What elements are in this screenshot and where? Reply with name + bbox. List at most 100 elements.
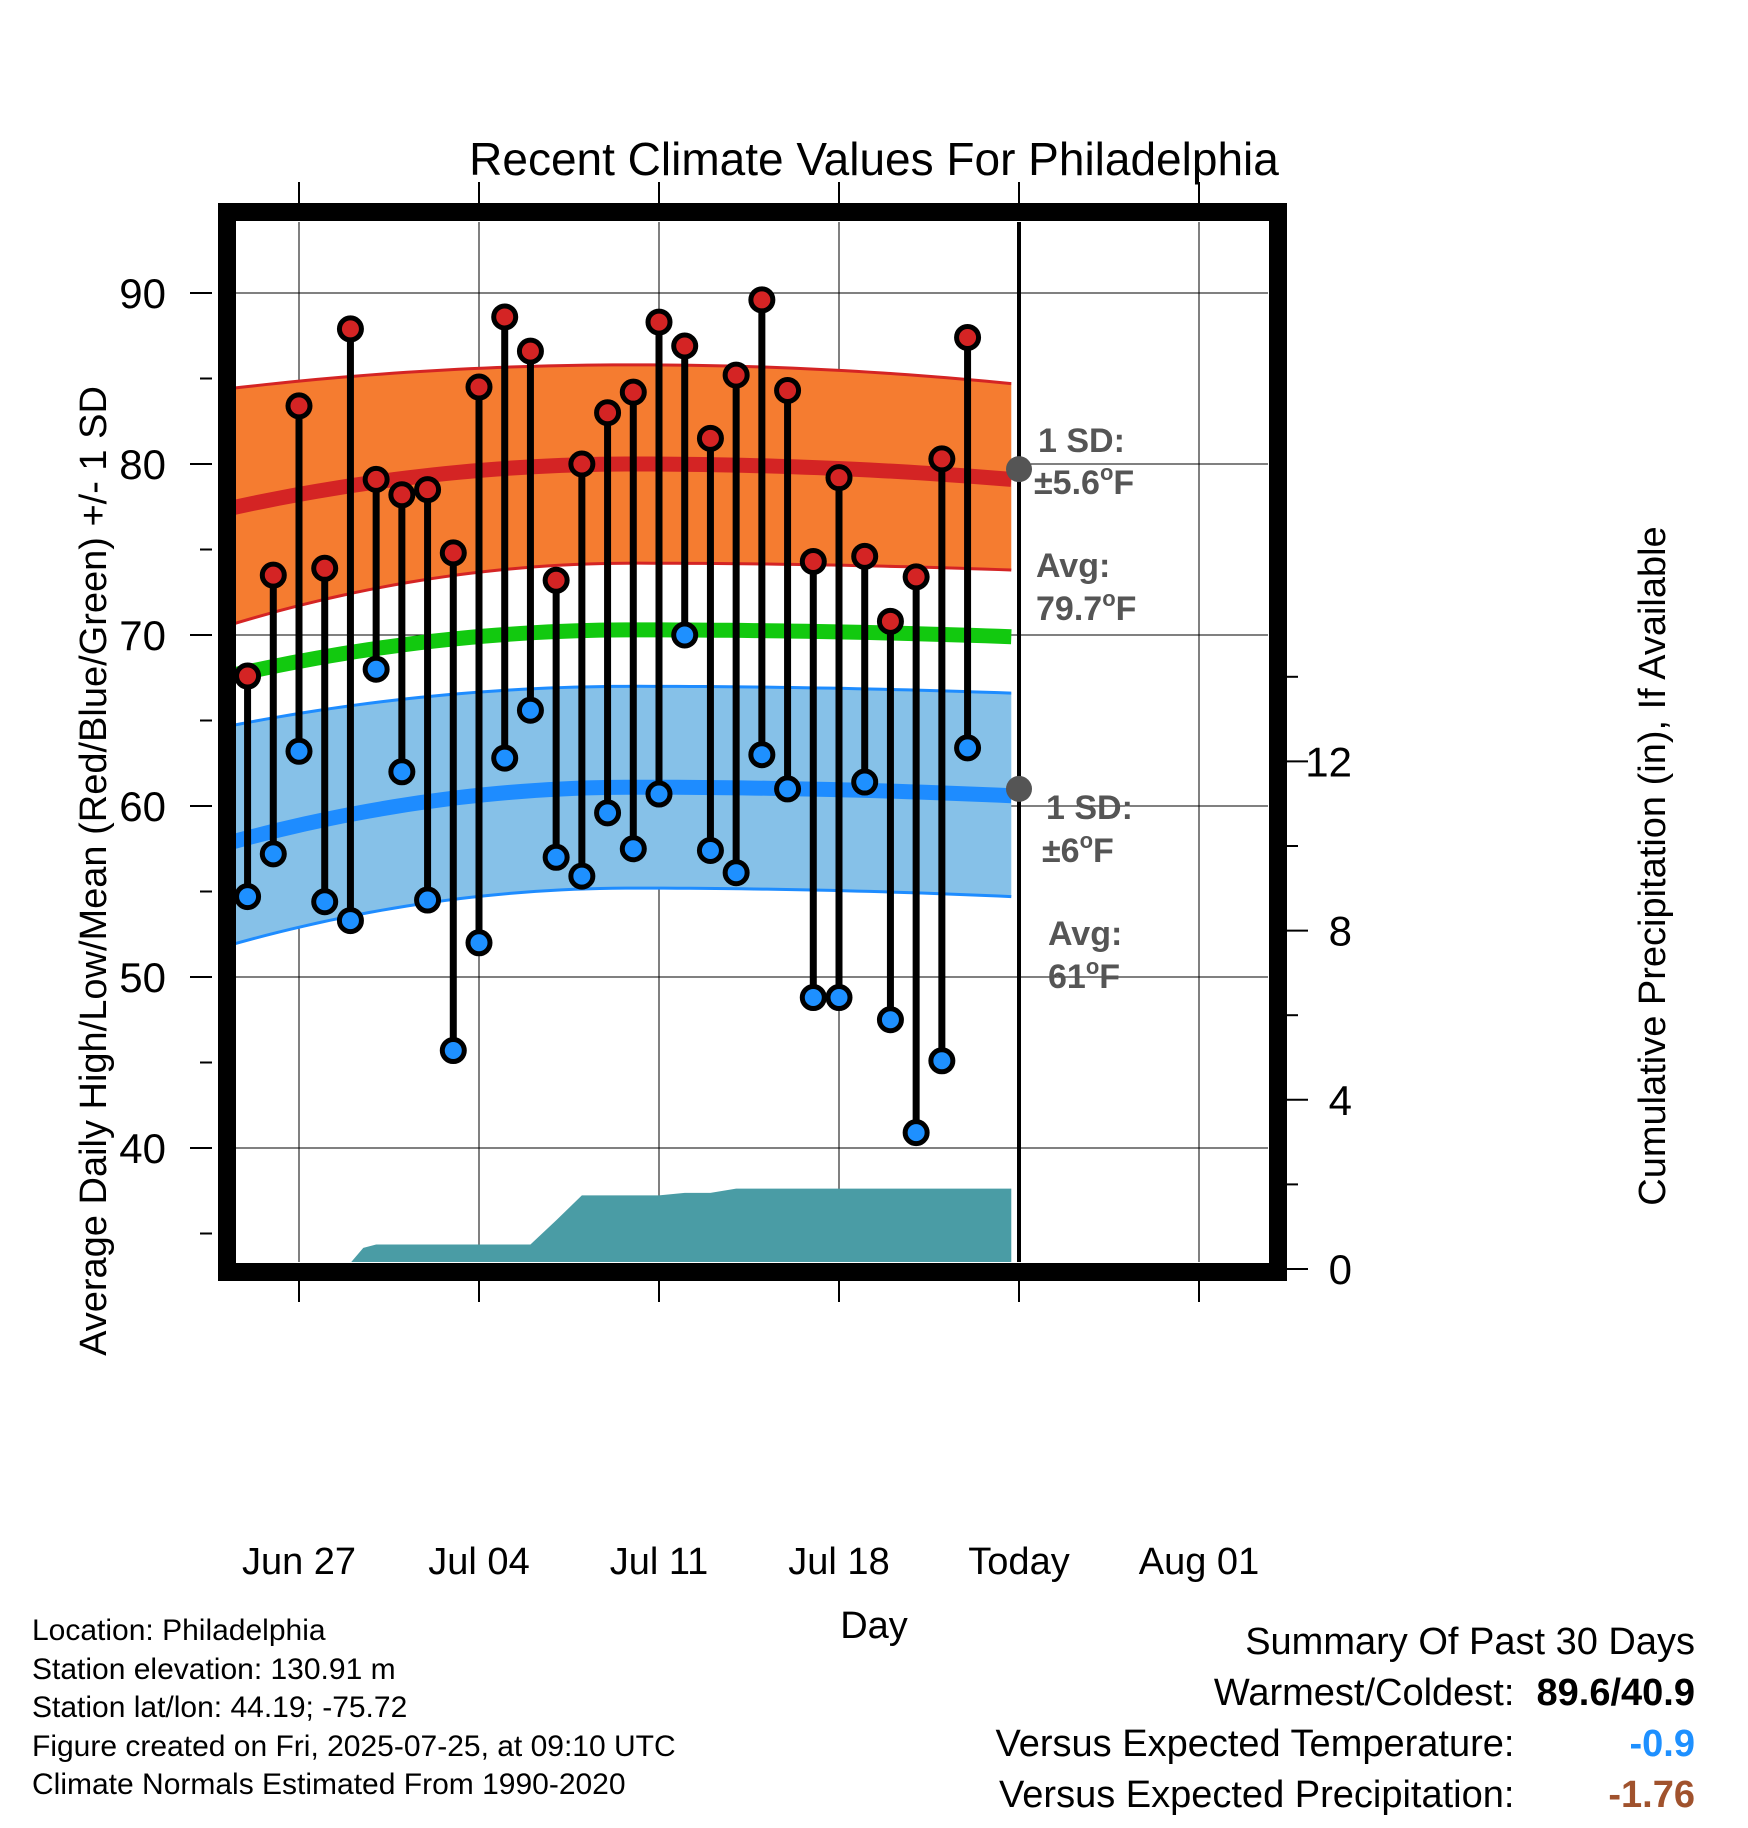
y-axis-left-label: Average Daily High/Low/Mean (Red/Blue/Gr… [73,386,115,1356]
daily-low-point [594,799,622,827]
daily-low-point [825,984,853,1012]
daily-high-point [259,561,287,589]
y-left-tick-label: 90 [119,270,166,317]
daily-high-point [568,450,596,478]
low-sd-label: 1 SD: [1046,789,1133,827]
daily-low-point [774,775,802,803]
daily-low-point [259,840,287,868]
elevation-text: Station elevation: 130.91 m [32,1652,396,1686]
daily-high-point [671,332,699,360]
summary-precip-label: Versus Expected Precipitation: [999,1774,1515,1816]
daily-low-point [928,1047,956,1075]
low-sd-value: ±6oF [1042,828,1114,870]
y-axis-right-label: Cumulative Precipitation (in), If Availa… [1632,526,1674,1205]
daily-low-point [439,1037,467,1065]
daily-high-point [799,547,827,575]
created-text: Figure created on Fri, 2025-07-25, at 09… [32,1729,676,1763]
daily-low-point [362,655,390,683]
daily-low-point [799,984,827,1012]
chart-title: Recent Climate Values For Philadelphia [469,133,1279,185]
x-tick-label: Today [968,1541,1069,1583]
daily-low-point [568,862,596,890]
normals-text: Climate Normals Estimated From 1990-2020 [32,1768,626,1801]
daily-high-point [645,308,673,336]
precip-days-label: Days [1032,1425,1118,1466]
y-right-tick-label: 4 [1329,1077,1352,1124]
daily-high-point [336,315,364,343]
y-right-tick-label: 8 [1329,908,1352,955]
daily-low-point [414,886,442,914]
plot-frame [218,203,1287,1281]
daily-low-point [491,744,519,772]
y-right-tick-label: 12 [1305,738,1352,785]
summary-warm-label: Warmest/Coldest: [1213,1672,1515,1714]
daily-high-point [491,303,519,331]
daily-low-point [902,1119,930,1147]
daily-low-point [285,737,313,765]
daily-high-point [748,286,776,314]
daily-high-point [234,662,262,690]
daily-low-point [388,758,416,786]
daily-high-point [696,424,724,452]
summary-temp-label: Versus Expected Temperature: [995,1723,1515,1765]
daily-high-point [311,554,339,582]
latlon-text: Station lat/lon: 44.19; -75.72 [32,1691,408,1724]
daily-low-point [645,780,673,808]
daily-low-point [671,621,699,649]
summary-warm-row: Warmest/Coldest: 89.6/40.9 [996,1668,1695,1719]
low-avg-label: Avg: [1048,915,1122,953]
daily-high-point [594,399,622,427]
daily-high-point [928,445,956,473]
daily-high-point [825,464,853,492]
summary-precip-value: -1.76 [1608,1774,1695,1816]
daily-low-point [954,734,982,762]
daily-low-point [311,888,339,916]
y-left-tick-label: 50 [119,954,166,1001]
daily-low-point [619,835,647,863]
today-low-avg-marker [1006,775,1032,802]
x-tick-label: Jun 27 [242,1541,356,1583]
x-tick-label: Jul 11 [610,1541,709,1583]
summary-panel: Summary Of Past 30 Days Warmest/Coldest:… [996,1617,1695,1821]
precip-area [351,1188,1012,1262]
daily-low-point [748,741,776,769]
daily-high-point [542,566,570,594]
daily-low-point [696,836,724,864]
daily-low-point [234,883,262,911]
summary-warm-value: 89.6/40.9 [1536,1672,1695,1714]
daily-high-point [388,481,416,509]
daily-high-point [439,539,467,567]
daily-high-point [902,563,930,591]
daily-low-point [876,1006,904,1034]
daily-high-point [619,378,647,406]
daily-high-point [722,361,750,389]
daily-high-point [876,607,904,635]
summary-temp-row: Versus Expected Temperature: -0.9 [996,1719,1695,1770]
y-right-tick-label: 0 [1329,1246,1352,1293]
daily-high-point [851,542,879,570]
daily-high-point [285,392,313,420]
x-tick-label: Aug 01 [1139,1541,1259,1583]
daily-high-point [954,323,982,351]
y-left-tick-label: 60 [119,783,166,830]
x-tick-label: Jul 04 [428,1541,529,1583]
precip-days-label: 30 [1032,1379,1072,1420]
daily-low-point [516,696,544,724]
daily-low-point [336,907,364,935]
summary-temp-value: -0.9 [1629,1723,1695,1765]
y-left-tick-label: 80 [119,441,166,488]
high-sd-value: ±5.6oF [1034,460,1134,502]
high-avg-label: Avg: [1036,547,1110,585]
x-axis-label: Day [840,1605,908,1647]
high-avg-value: 79.7oF [1036,586,1136,628]
station-info: Location: Philadelphia Station elevation… [32,1612,676,1805]
daily-high-point [516,337,544,365]
high-sd-label: 1 SD: [1038,422,1125,460]
daily-high-point [414,476,442,504]
daily-low-point [851,768,879,796]
today-high-avg-marker [1006,456,1032,483]
daily-high-point [774,376,802,404]
summary-precip-row: Versus Expected Precipitation: -1.76 [996,1770,1695,1821]
